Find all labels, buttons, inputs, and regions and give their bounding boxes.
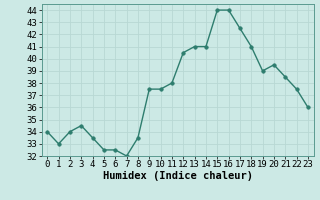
X-axis label: Humidex (Indice chaleur): Humidex (Indice chaleur) <box>103 171 252 181</box>
